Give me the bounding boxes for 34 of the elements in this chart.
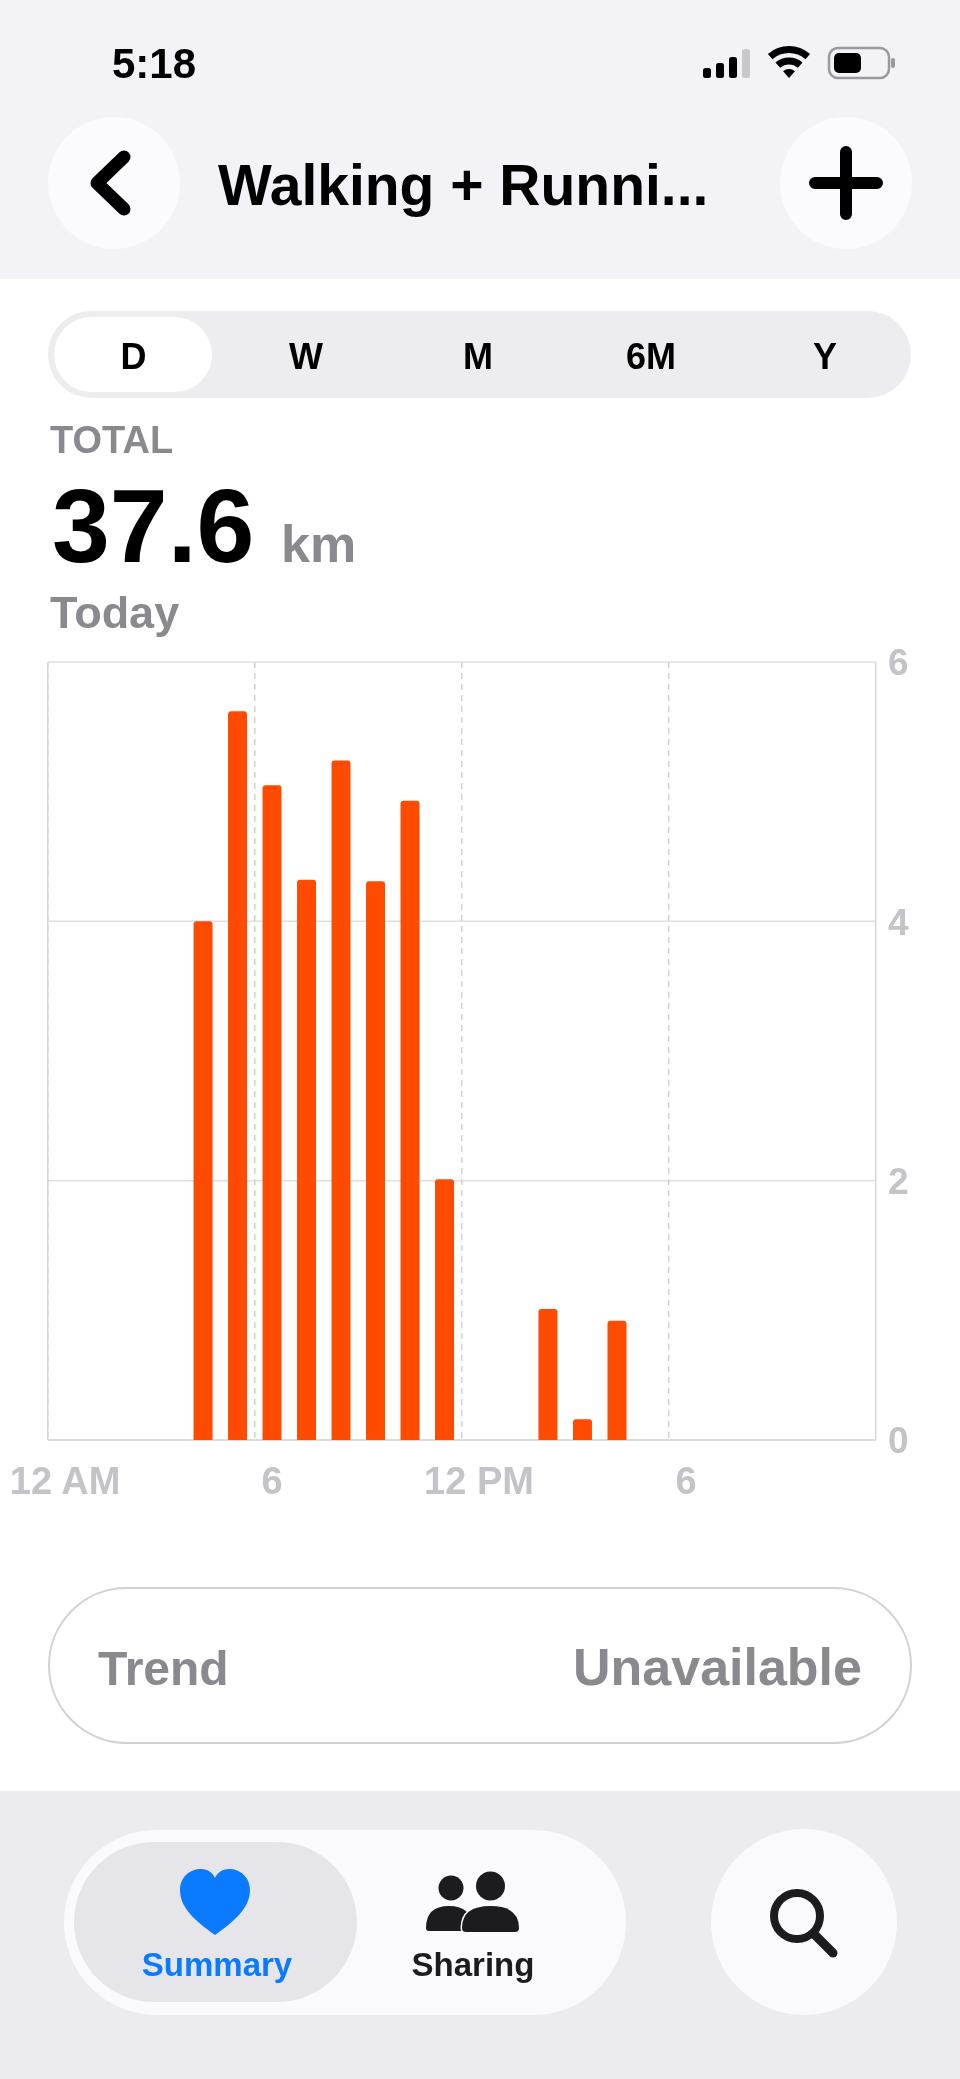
chart-title: Walking + Runni... xyxy=(218,153,709,217)
bar xyxy=(538,1309,558,1440)
bar xyxy=(193,921,213,1440)
bar xyxy=(573,1419,592,1440)
x-tick-label: 12 PM xyxy=(424,1460,534,1502)
bar xyxy=(435,1179,454,1440)
bar xyxy=(262,785,282,1440)
bar xyxy=(366,881,385,1440)
text: 6M xyxy=(625,336,677,377)
y-tick-label: 0 xyxy=(888,1420,909,1462)
bar xyxy=(228,711,248,1440)
bar xyxy=(297,879,317,1440)
text: Summary xyxy=(141,1946,293,1983)
text: Unavailable xyxy=(572,1638,862,1696)
text: 5:18 xyxy=(112,40,197,87)
text: Sharing xyxy=(411,1946,535,1983)
text: Trend xyxy=(98,1642,229,1695)
text: TOTAL xyxy=(50,419,174,461)
text: M xyxy=(463,336,493,377)
x-tick-label: 6 xyxy=(675,1460,697,1502)
y-tick-label: 4 xyxy=(888,901,909,943)
bar xyxy=(331,760,351,1440)
y-tick-label: 6 xyxy=(888,642,909,684)
y-tick-label: 2 xyxy=(888,1160,909,1202)
text: D xyxy=(120,336,147,377)
bar xyxy=(400,800,420,1440)
text: Today xyxy=(50,587,180,638)
bar xyxy=(607,1320,627,1440)
text: Y xyxy=(812,336,838,377)
text: 37.6 xyxy=(52,468,255,584)
x-tick-label: 6 xyxy=(261,1460,283,1502)
text: km xyxy=(281,515,357,573)
text: W xyxy=(289,336,324,377)
x-tick-label: 12 AM xyxy=(9,1460,121,1502)
